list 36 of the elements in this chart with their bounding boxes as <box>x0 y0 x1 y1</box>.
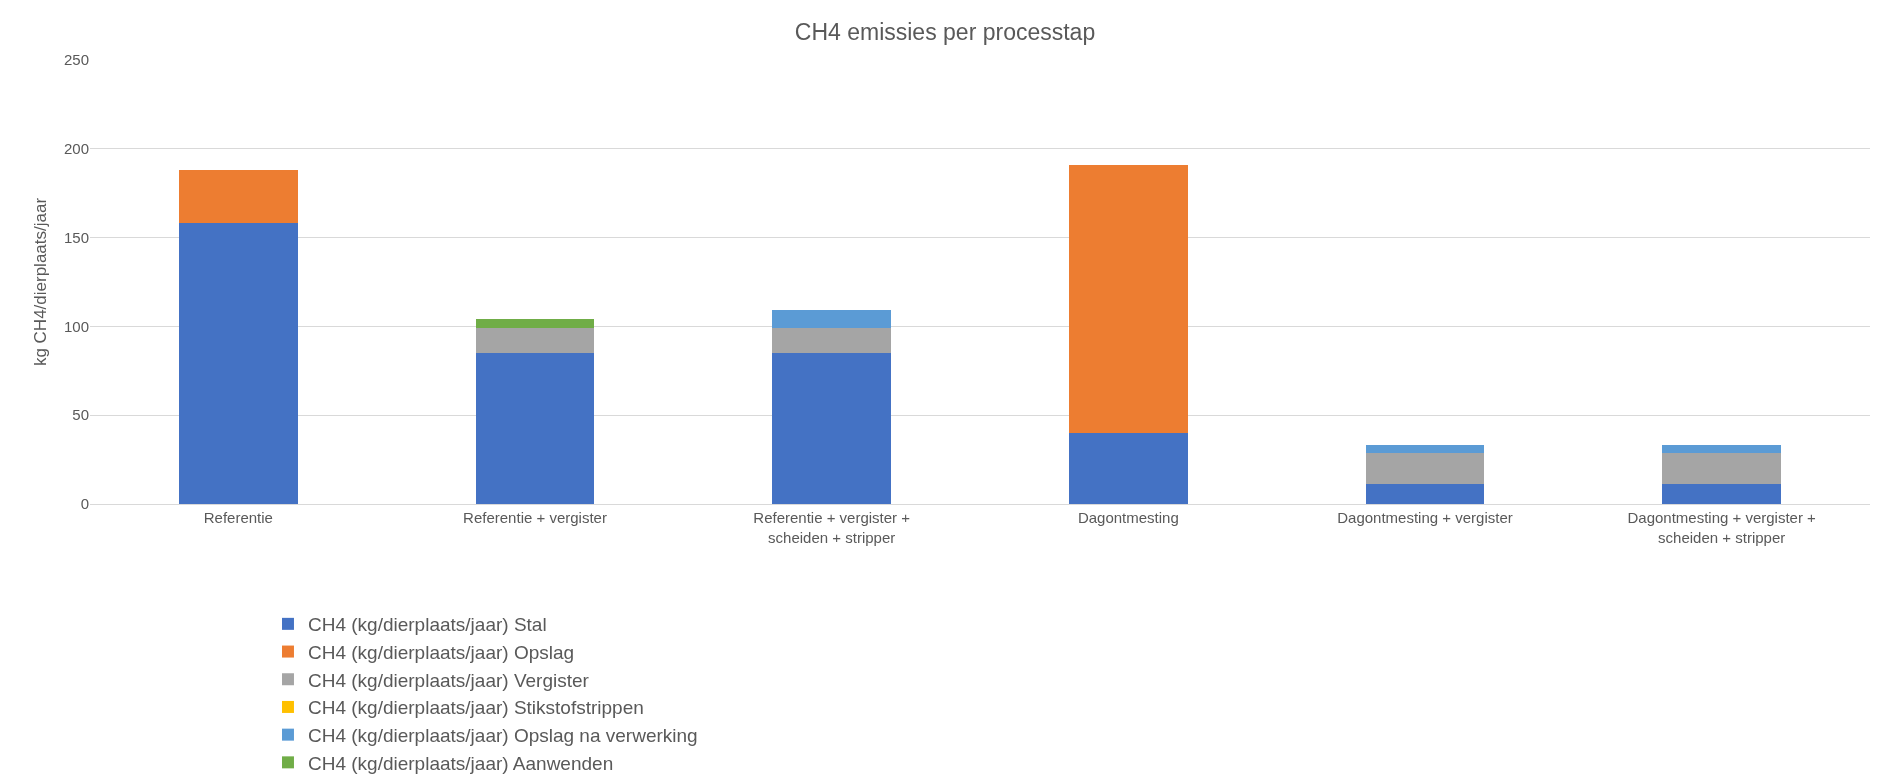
legend-label: CH4 (kg/dierplaats/jaar) Stal <box>307 614 547 636</box>
bar <box>475 353 595 504</box>
bar <box>1365 452 1485 485</box>
bar <box>772 310 891 329</box>
legend-label: CH4 (kg/dierplaats/jaar) Opslag na verwerking <box>307 725 698 747</box>
y-tick-label: 150 <box>63 228 89 246</box>
chart-title: CH4 emissies per processtap <box>794 18 1096 45</box>
bar <box>772 328 891 354</box>
bar <box>1662 452 1781 485</box>
y-tick-label: 100 <box>63 317 89 335</box>
bar <box>1662 484 1781 504</box>
bar <box>1365 484 1485 504</box>
y-tick-label: 250 <box>63 51 89 69</box>
legend-label: CH4 (kg/dierplaats/jaar) Stikstofstrippen <box>307 697 644 719</box>
bar <box>475 328 595 354</box>
bar <box>475 319 595 329</box>
bar <box>1365 444 1485 453</box>
legend-label: CH4 (kg/dierplaats/jaar) Opslag <box>307 641 575 663</box>
y-tick-label: 200 <box>63 140 89 158</box>
legend-label: CH4 (kg/dierplaats/jaar) Aanwenden <box>307 752 614 774</box>
bar <box>772 353 891 504</box>
legend-label: CH4 (kg/dierplaats/jaar) Vergister <box>307 669 590 691</box>
bar <box>179 170 298 224</box>
bar <box>1069 432 1188 504</box>
y-axis-title: kg CH4/dierplaats/jaar <box>31 197 50 367</box>
x-tick-label: Referentie + vergister <box>463 509 607 526</box>
bar <box>1662 445 1781 453</box>
x-tick-label: Dagontmesting + vergister <box>1337 509 1513 526</box>
y-tick-label: 0 <box>80 495 89 513</box>
x-tick-label: Referentie + vergister + scheiden + stripper <box>753 509 911 546</box>
y-tick-label: 50 <box>72 406 89 424</box>
bar <box>1069 164 1188 433</box>
x-tick-label: Dagontmesting + vergister + scheiden + stripper <box>1627 509 1817 546</box>
bar <box>179 223 298 504</box>
x-tick-label: Dagontmesting <box>1077 509 1179 526</box>
x-tick-label: Referentie <box>203 509 273 526</box>
